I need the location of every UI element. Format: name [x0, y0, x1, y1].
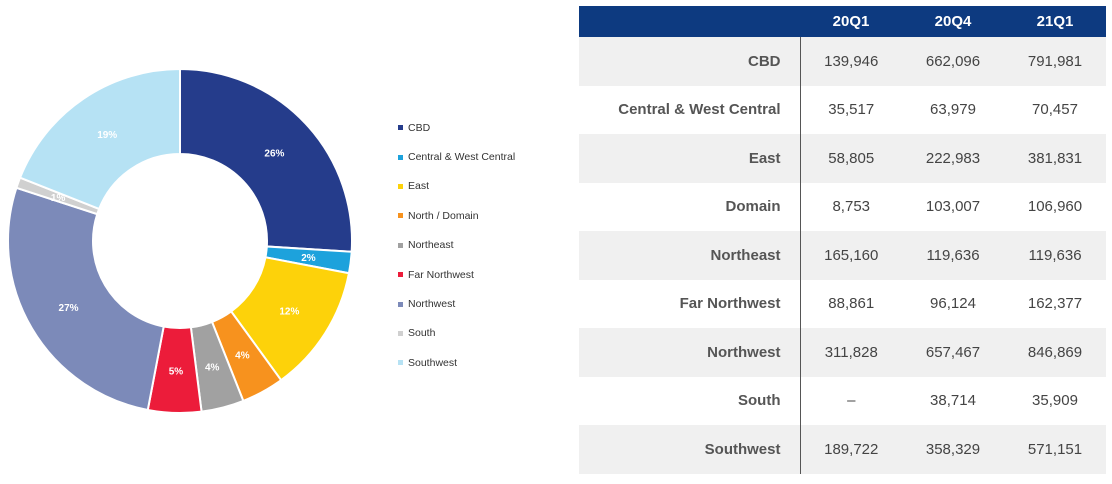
slice-value-label: 26% [264, 148, 284, 159]
legend-label: Northwest [408, 298, 456, 311]
table-header-row: 20Q1 20Q4 21Q1 [579, 6, 1106, 37]
data-table: 20Q1 20Q4 21Q1 CBD 139,946 662,096 791,981 C… [579, 6, 1106, 474]
legend-item: Central & West Central [398, 142, 568, 171]
table-row: Domain 8,753 103,007 106,960 [579, 182, 1106, 231]
table-cell: – [847, 392, 856, 410]
legend-item: Northeast [398, 231, 568, 260]
table-cell: 63,979 [930, 101, 976, 119]
slice-value-label: 27% [59, 303, 79, 314]
data-table-container: 20Q1 20Q4 21Q1 CBD 139,946 662,096 791,981 C… [579, 6, 1106, 474]
column-header-21q1: 21Q1 [1004, 6, 1106, 37]
legend-item: South [398, 319, 568, 348]
slice-value-label: 19% [97, 130, 117, 141]
legend-label: Northeast [408, 239, 454, 252]
table-row: Northeast 165,160 119,636 119,636 [579, 231, 1106, 280]
table-cell: 96,124 [930, 295, 976, 313]
donut-slice [179, 67, 353, 253]
row-label: Central & West Central [579, 85, 801, 134]
table-body: CBD 139,946 662,096 791,981 Central & West C… [579, 37, 1106, 474]
legend-label: Far Northwest [408, 268, 474, 281]
row-label: Southwest [579, 425, 801, 474]
legend-label: Southwest [408, 356, 458, 369]
table-cell: 222,983 [902, 134, 1004, 183]
table-cell: 35,517 [828, 101, 875, 119]
table-cell: 119,636 [902, 231, 1004, 280]
row-label: Northeast [579, 231, 801, 280]
row-label: Far Northwest [579, 279, 801, 328]
table-cell: 8,753 [832, 198, 871, 216]
legend-label: North / Domain [408, 209, 479, 222]
legend-swatch [398, 242, 403, 248]
table-row: South – 38,714 35,909 [579, 376, 1106, 425]
table-cell: 662,096 [902, 37, 1004, 86]
table-cell: 571,151 [1004, 425, 1106, 474]
table-cell: 35,909 [1032, 392, 1078, 410]
legend-label: East [408, 180, 430, 193]
slice-value-label: 4% [235, 350, 250, 361]
donut-chart: 26% 2% 12% 4% 4% 5% 27% 1% 19% [0, 0, 360, 484]
donut-slice [7, 186, 165, 412]
table-cell: 165,160 [800, 231, 902, 280]
table-row: Southwest 189,722 358,329 571,151 [579, 425, 1106, 474]
table-cell: 70,457 [1032, 101, 1078, 119]
legend-swatch [398, 213, 403, 219]
table-cell: 358,329 [902, 425, 1004, 474]
slice-value-label: 4% [205, 362, 220, 373]
legend-item: Far Northwest [398, 260, 568, 289]
slice-value-label: 1% [51, 193, 66, 204]
slice-value-label: 5% [169, 366, 184, 377]
legend-item: Southwest [398, 348, 568, 377]
table-cell: 162,377 [1027, 295, 1083, 313]
slice-value-label: 2% [301, 253, 316, 264]
row-label: Northwest [579, 328, 801, 377]
table-row: CBD 139,946 662,096 791,981 [579, 37, 1106, 86]
table-cell: 846,869 [1004, 328, 1106, 377]
legend-label: CBD [408, 121, 431, 134]
legend-label: Central & West Central [408, 151, 516, 164]
donut-slice [18, 67, 181, 211]
table-cell: 88,861 [828, 295, 875, 313]
table-cell: 38,714 [930, 392, 976, 410]
column-header-20q4: 20Q4 [902, 6, 1004, 37]
table-cell: 103,007 [925, 198, 981, 216]
table-cell: 657,467 [902, 328, 1004, 377]
legend-item: North / Domain [398, 201, 568, 230]
table-cell: 58,805 [800, 134, 902, 183]
legend-item: CBD [398, 113, 568, 142]
legend-swatch [398, 154, 403, 160]
legend-swatch [398, 272, 403, 278]
row-label: Domain [579, 182, 801, 231]
legend-swatch [398, 125, 403, 131]
donut-chart-svg: 26% 2% 12% 4% 4% 5% 27% 1% 19% [7, 67, 353, 414]
legend-swatch [398, 330, 403, 336]
legend-swatch [398, 360, 403, 366]
legend-item: Northwest [398, 289, 568, 318]
table-row: Northwest 311,828 657,467 846,869 [579, 328, 1106, 377]
table-row: Central & West Central 35,517 63,979 70,457 [579, 85, 1106, 134]
row-label: East [579, 134, 801, 183]
table-cell: 791,981 [1004, 37, 1106, 86]
row-label: CBD [579, 37, 801, 86]
column-header-20q1: 20Q1 [800, 6, 902, 37]
row-label: South [579, 376, 801, 425]
table-cell: 381,831 [1004, 134, 1106, 183]
table-cell: 139,946 [800, 37, 902, 86]
legend-swatch [398, 301, 403, 307]
slice-value-label: 12% [279, 306, 299, 317]
legend-swatch [398, 183, 403, 189]
legend-label: South [408, 327, 436, 340]
column-header-blank [579, 6, 800, 37]
table-cell: 189,722 [800, 425, 902, 474]
table-cell: 119,636 [1004, 231, 1106, 280]
chart-legend: CBD Central & West Central East North / Dom… [398, 113, 568, 378]
table-cell: 106,960 [1027, 198, 1083, 216]
legend-item: East [398, 172, 568, 201]
table-row: Far Northwest 88,861 96,124 162,377 [579, 279, 1106, 328]
table-row: East 58,805 222,983 381,831 [579, 134, 1106, 183]
table-cell: 311,828 [800, 328, 902, 377]
